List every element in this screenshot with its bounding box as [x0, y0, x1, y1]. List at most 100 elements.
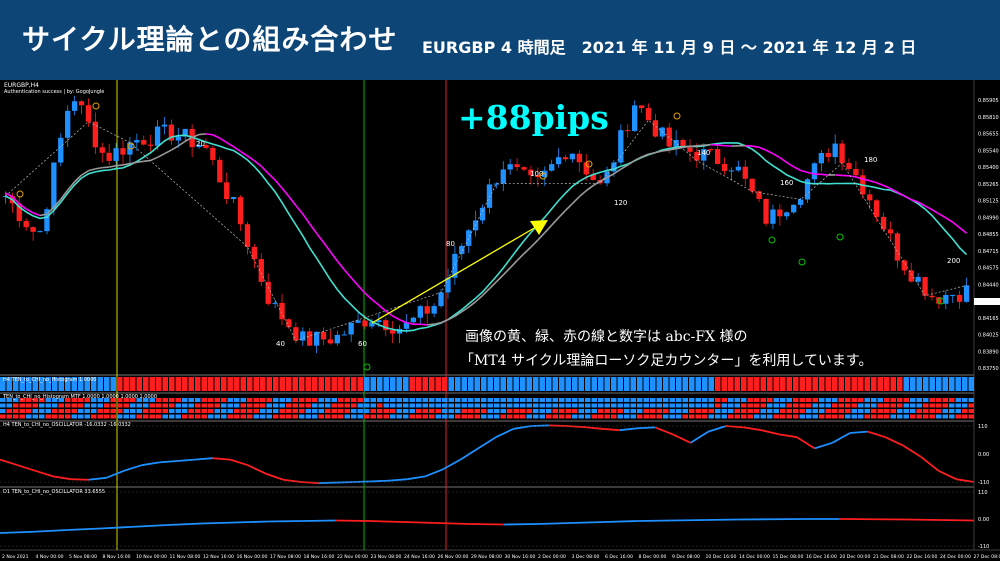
mtf-cell: [890, 409, 896, 413]
price-axis-tick: 0.85125: [978, 199, 999, 205]
osc-h4-segment: [229, 458, 249, 467]
candle-body: [334, 334, 340, 344]
candle-body: [894, 233, 901, 261]
mtf-cell: [656, 414, 662, 419]
mtf-cell: [819, 398, 825, 402]
time-axis-tick: 2 Dec 00:00: [538, 554, 566, 560]
ma-slow-segment: [440, 319, 449, 324]
osc-h4-segment: [513, 425, 532, 430]
mtf-cell: [747, 403, 753, 408]
candle-body: [168, 124, 175, 141]
mtf-cell: [58, 414, 64, 419]
price-axis-tick: 0.83750: [978, 366, 999, 372]
mtf-cell: [968, 414, 974, 419]
mtf-cell: [474, 398, 480, 402]
mtf-cell: [533, 409, 539, 413]
ma-slow-segment: [81, 170, 89, 176]
candle-body: [583, 162, 589, 175]
histogram-bar: [786, 377, 792, 391]
mtf-cell: [6, 398, 12, 402]
candle-body: [44, 209, 50, 232]
header-banner: サイクル理論との組み合わせ EURGBP 4 時間足 2021 年 11 月 9…: [0, 0, 1000, 80]
mtf-cell: [266, 403, 272, 408]
mtf-cell: [604, 409, 610, 413]
candle-body: [853, 168, 859, 176]
mtf-cell: [390, 398, 396, 402]
mtf-cell: [266, 414, 272, 419]
ma-slow-segment: [191, 133, 200, 139]
mtf-cell: [344, 414, 350, 419]
histogram-bar: [221, 377, 227, 391]
ma-slow-segment: [115, 164, 124, 167]
mtf-cell: [507, 409, 513, 413]
mtf-cell: [760, 403, 766, 408]
time-axis-tick: 8 Nov 16:00: [103, 554, 131, 560]
ma-slow-segment: [959, 227, 968, 234]
mtf-cell: [182, 414, 188, 419]
mtf-cell: [936, 409, 942, 413]
mtf-cell: [188, 403, 194, 408]
candle-body: [950, 294, 956, 296]
cycle-marker-icon: [836, 233, 844, 241]
chart-canvas[interactable]: 20 40 60 80 100 120 140 160 180 200 0.85905 0.85810…: [0, 80, 1000, 561]
mtf-cell: [227, 398, 233, 402]
mtf-cell: [637, 398, 643, 402]
histogram-bar: [351, 377, 357, 391]
mtf-cell: [494, 398, 500, 402]
histogram-bar: [526, 377, 532, 391]
mt4-chart[interactable]: 20 40 60 80 100 120 140 160 180 200 0.85905 0.85810…: [0, 80, 1000, 561]
time-axis-tick: 18 Nov 16:00: [304, 554, 335, 560]
mtf-cell: [448, 409, 454, 413]
mtf-cell: [578, 403, 584, 408]
mtf-cell: [955, 409, 961, 413]
mtf-cell: [286, 398, 292, 402]
osc-h4-segment: [407, 475, 426, 481]
mtf-cell: [221, 398, 227, 402]
ma-slow-segment: [11, 196, 20, 205]
ma-slow-segment: [240, 150, 248, 157]
mtf-cell: [32, 398, 38, 402]
mtf-cell: [754, 414, 760, 419]
time-axis-tick: 27 Dec 08:00: [974, 554, 1000, 560]
ma-slow-segment: [696, 144, 704, 147]
candle-body: [230, 197, 237, 200]
mtf-cell: [689, 414, 695, 419]
histogram-bar: [825, 377, 831, 391]
mtf-cell: [442, 403, 448, 408]
mtf-cell: [156, 403, 162, 408]
mtf-cell: [136, 414, 142, 419]
time-axis-tick: 10 Nov 00:00: [136, 554, 167, 560]
mtf-cell: [481, 403, 487, 408]
histogram-bar: [877, 377, 883, 391]
mtf-cell: [26, 414, 32, 419]
candle-body: [92, 121, 98, 148]
mtf-cell: [364, 409, 370, 413]
candle-body: [65, 110, 71, 138]
histogram-bar: [214, 377, 220, 391]
mtf-cell: [851, 403, 857, 408]
histogram-bar: [747, 377, 753, 391]
mtf-cell: [214, 409, 220, 413]
mtf-cell: [65, 398, 71, 402]
histogram-bar: [760, 377, 766, 391]
mtf-cell: [565, 398, 571, 402]
mtf-cell: [338, 403, 344, 408]
time-axis-tick: 2 Nov 2021: [2, 554, 29, 560]
candle-body: [763, 198, 769, 224]
mtf-cell: [773, 414, 779, 419]
mtf-cell: [143, 409, 149, 413]
cycle-marker-icon: [92, 102, 100, 110]
mtf-cell: [221, 409, 227, 413]
mtf-cell: [195, 403, 201, 408]
ma-slow-segment: [669, 147, 677, 151]
mtf-cell: [234, 398, 240, 402]
mtf-cell: [227, 409, 233, 413]
mtf-cell: [773, 403, 779, 408]
osc-d1-segment: [470, 523, 504, 526]
mtf-cell: [143, 414, 149, 419]
mtf-cell: [643, 398, 649, 402]
ma-slow-segment: [136, 160, 144, 164]
mtf-cell: [624, 414, 630, 419]
mtf-cell: [598, 398, 604, 402]
mtf-cell: [663, 409, 669, 413]
